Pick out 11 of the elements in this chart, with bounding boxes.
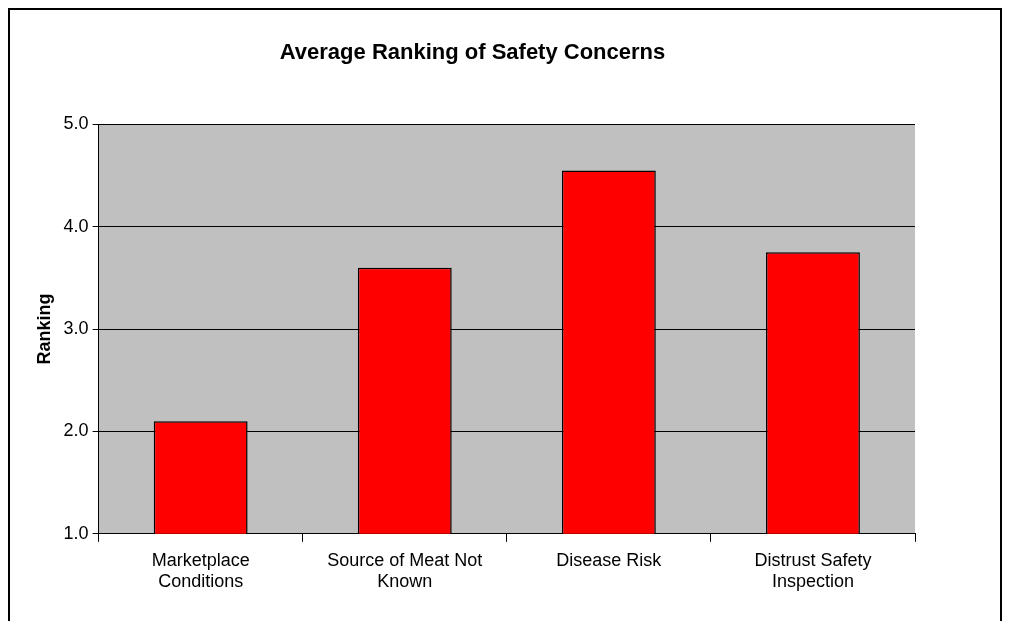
y-tick-label: 5.0: [63, 113, 89, 134]
x-tick-label: Disease Risk: [556, 549, 663, 570]
y-axis-title: Ranking: [33, 293, 54, 365]
chart-title: Average Ranking of Safety Concerns: [279, 39, 666, 65]
y-tick-label: 2.0: [63, 420, 89, 441]
y-tick-label: 1.0: [63, 522, 89, 543]
x-tick-label: Marketplace Conditions: [151, 549, 250, 592]
x-tick-label: Source of Meat Not Known: [327, 549, 483, 592]
x-tick-label: Distrust Safety Inspection: [754, 549, 872, 592]
y-tick-label: 4.0: [63, 215, 89, 236]
y-tick-label: 3.0: [63, 318, 89, 339]
